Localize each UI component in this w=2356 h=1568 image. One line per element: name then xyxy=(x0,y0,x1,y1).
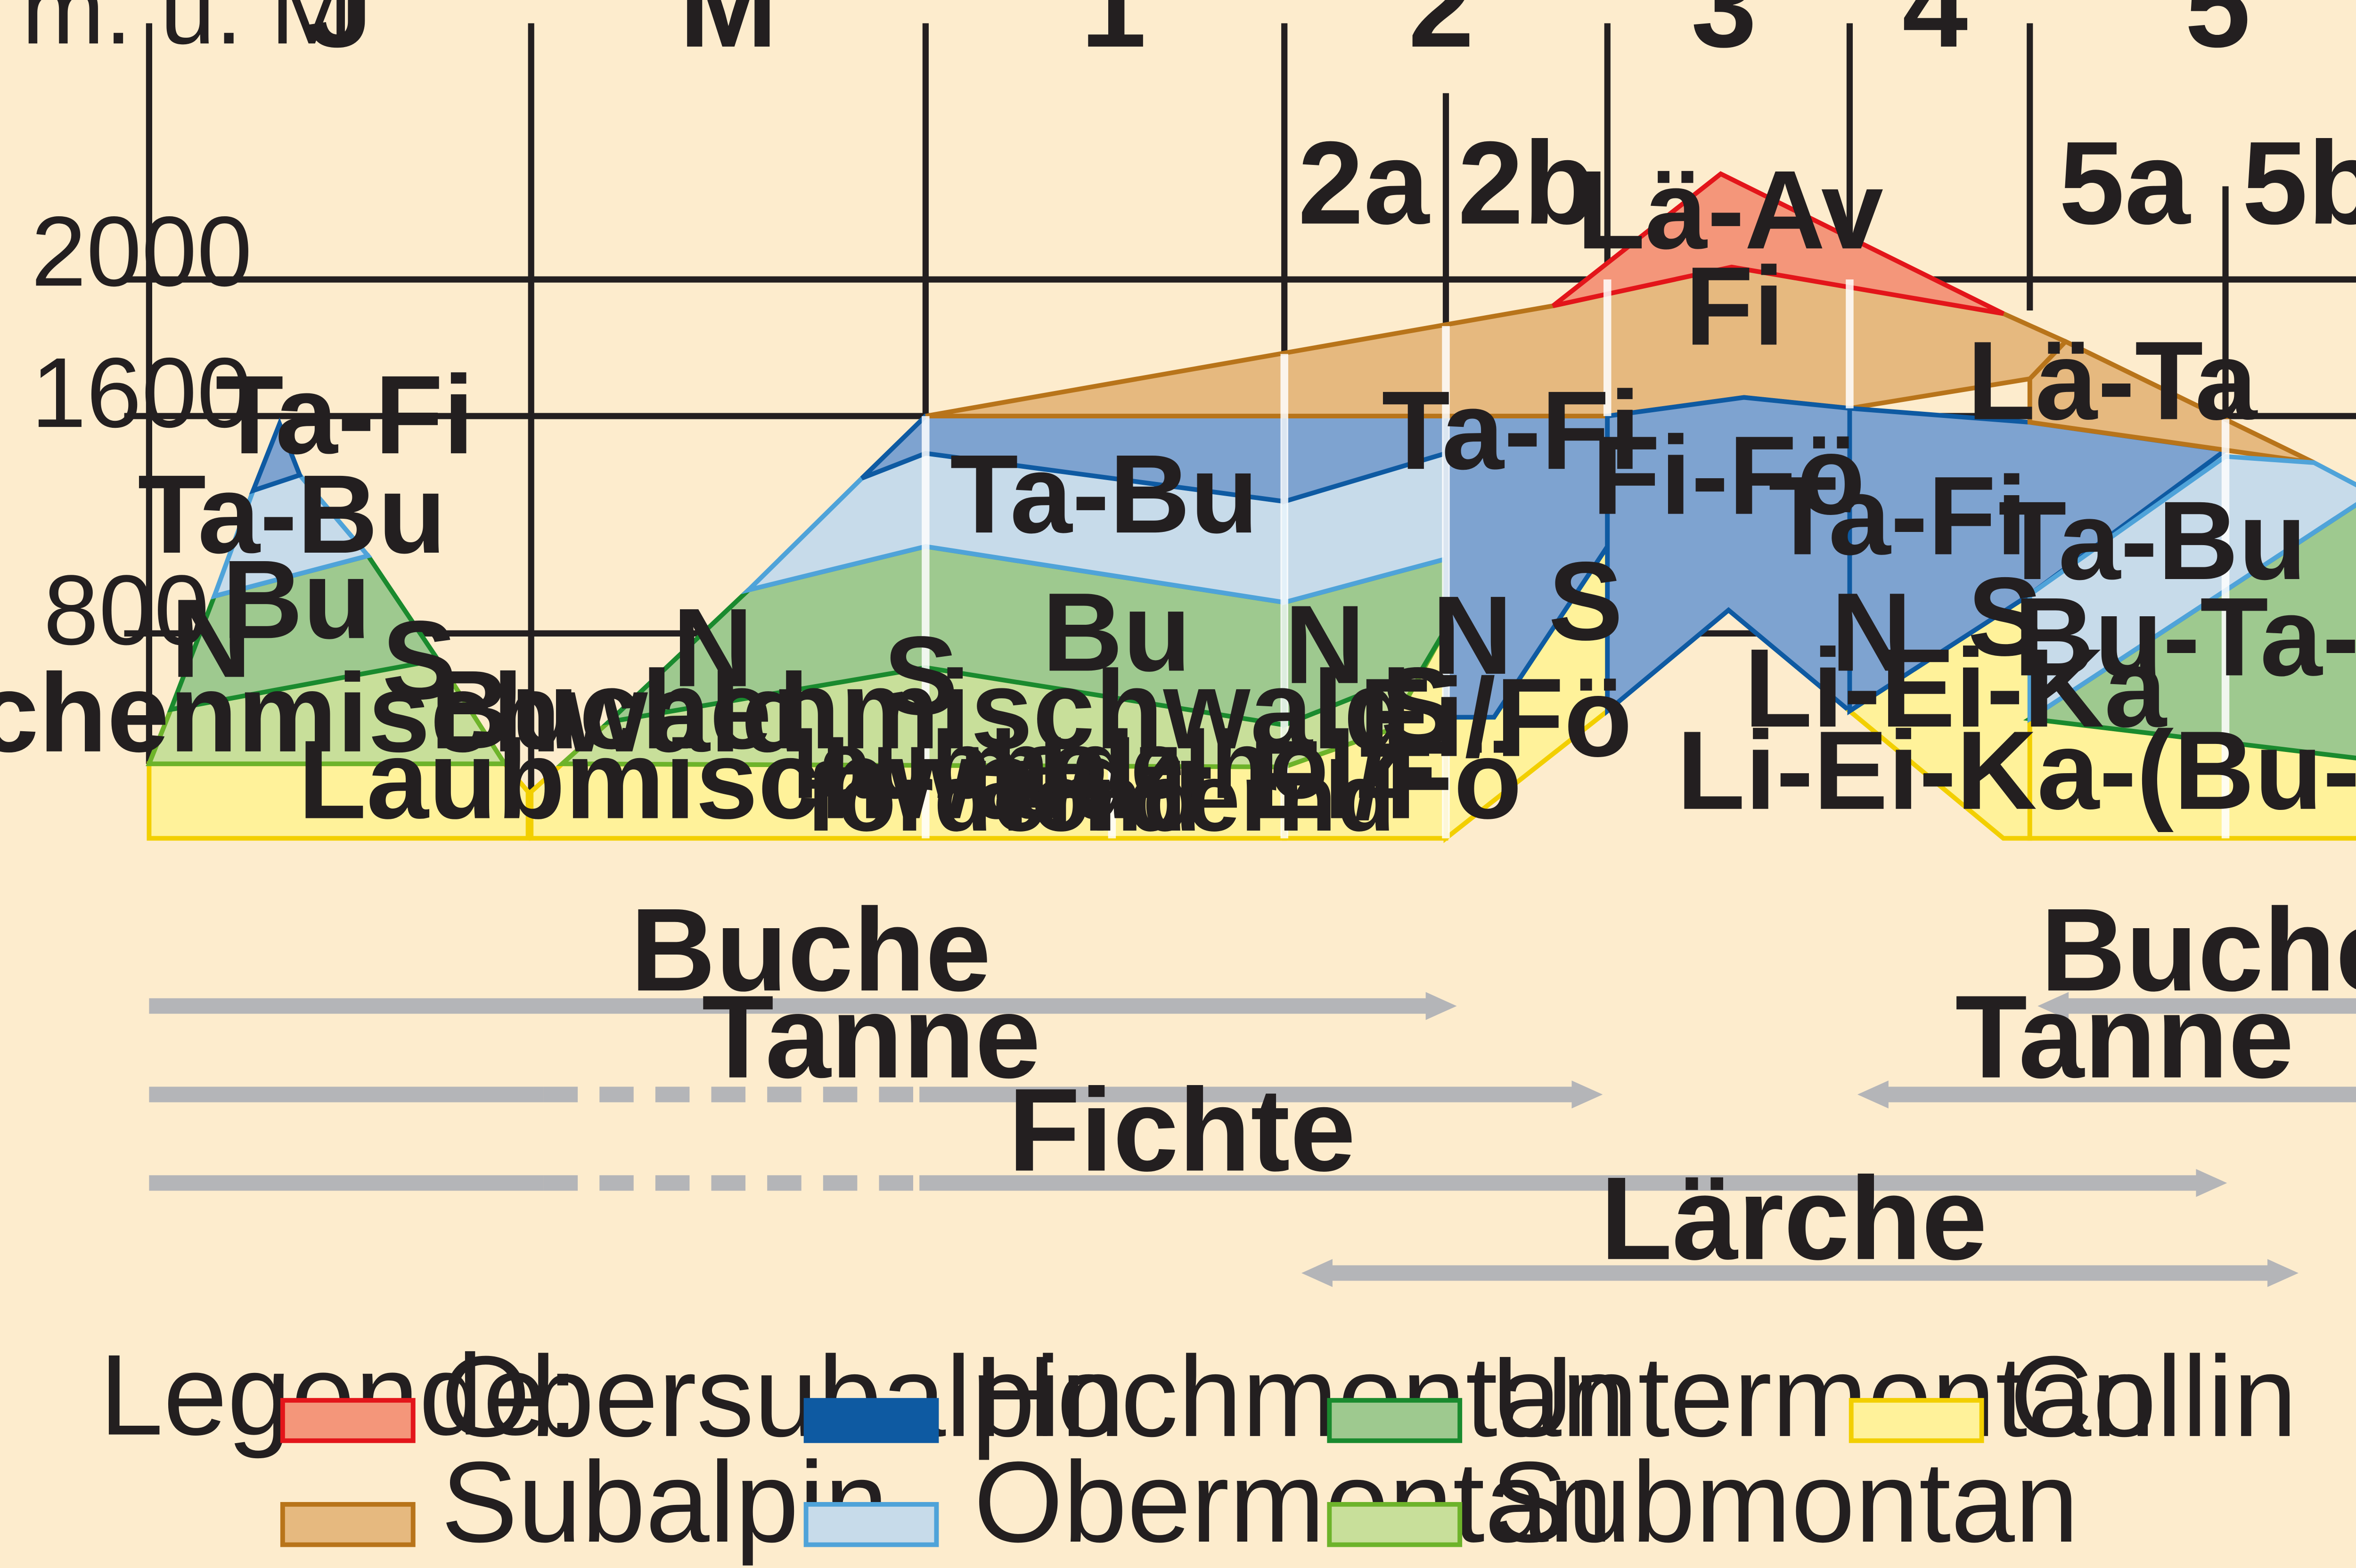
legend-label-submontan: Submontan xyxy=(1491,1437,2078,1566)
column-header-5: 5 xyxy=(2185,0,2250,72)
legend-label-obersubalpin: Obersubalpin xyxy=(441,1332,1125,1461)
label-ta-bu: Ta-Bu xyxy=(138,452,446,577)
column-header-m: M xyxy=(679,0,777,72)
label-fi-foe: Fi-Fö xyxy=(1592,413,1865,538)
label-ei-foe: Ei/Fö xyxy=(1359,655,1632,780)
label-s: S xyxy=(1968,555,2042,679)
column-header-2: 2 xyxy=(1408,0,1474,72)
obersubalpin-zone xyxy=(1551,171,2004,316)
label-fi: Fi xyxy=(1685,244,1784,369)
label-s: S xyxy=(382,598,457,723)
column-header-5a: 5a xyxy=(2059,117,2191,249)
axis-tick-800: 800 xyxy=(43,554,209,665)
legend-swatch-subalpin xyxy=(280,1502,416,1547)
section-4 xyxy=(1846,406,2232,841)
legend-label-collin: Collin xyxy=(2010,1332,2297,1461)
hochmontan-zone xyxy=(1847,406,2232,716)
section-5 xyxy=(2023,338,2356,841)
label-s: S xyxy=(884,613,958,738)
sub-column-separators xyxy=(922,279,2230,839)
legend-swatch-obermontan xyxy=(803,1502,939,1547)
range-label-tanne: Tanne xyxy=(1955,971,2294,1103)
label-n: N xyxy=(1284,582,1365,707)
label-s: S xyxy=(1381,645,1455,769)
column-header-2b: 2b xyxy=(1458,117,1595,249)
range-label-tanne: Tanne xyxy=(702,971,1041,1103)
legend-swatch-collin xyxy=(1849,1398,1984,1443)
column-header-j: J xyxy=(307,0,373,72)
label-foerdernd: fördernd xyxy=(999,744,1395,851)
label-buchenmischwald: Buchenmischwald xyxy=(430,647,1412,772)
label-nadelholz: nadelholz- xyxy=(959,711,1435,819)
label-ta-bu: Ta-Bu xyxy=(1998,478,2307,603)
range-label-buche: Buche xyxy=(2040,884,2356,1016)
section-j xyxy=(146,417,531,841)
column-header-3: 3 xyxy=(1691,0,1757,72)
range-label-laerche: Lärche xyxy=(1600,1152,1987,1284)
label-lae-ta: Lä-Ta xyxy=(1967,318,2258,443)
arrow-head-right xyxy=(2196,1169,2227,1197)
column-header-2a: 2a xyxy=(1298,117,1430,249)
label-ta-fi: Ta-Fi xyxy=(1382,368,1640,493)
zone-labels: Ta-Fi Ta-Bu Bu N S Buchenmischwald Ta-Bu… xyxy=(0,147,2356,851)
section-m-1 xyxy=(529,414,1287,841)
range-label-fichte: Fichte xyxy=(1008,1064,1356,1196)
label-n: N xyxy=(1432,573,1513,698)
axis-tick-1600: 1600 xyxy=(31,337,252,448)
label-ta-bu: Ta-Bu xyxy=(950,432,1259,556)
axis-tick-2000: 2000 xyxy=(31,196,252,307)
column-header-1: 1 xyxy=(1081,0,1146,72)
label-li-ei-ka-bu-ta-ilex: Li-Ei-Ka-(Bu-Ta-Ilex) xyxy=(1677,708,2356,833)
label-ta-fi: Ta-Fi xyxy=(215,352,474,477)
legend-swatch-hochmontan xyxy=(803,1398,939,1443)
arrow-head-right xyxy=(1571,1080,1603,1109)
label-n: N xyxy=(1831,570,1912,694)
label-laubmischwald: Laubmischwald xyxy=(298,718,1137,842)
label-bu: Bu xyxy=(222,537,371,662)
arrow-head-right xyxy=(1425,992,1457,1020)
label-bu: Bu xyxy=(1042,570,1191,694)
range-label-buche: Buche xyxy=(630,884,991,1016)
arrow-head-left xyxy=(2037,992,2069,1020)
label-bu-ta-ilex: Bu-Ta-Ilex xyxy=(2014,574,2356,699)
label-lae-av: Lä-Av xyxy=(1577,147,1883,272)
legend-label-hochmontan: Hochmontan xyxy=(974,1332,1626,1461)
label-foerdernd: fördernd xyxy=(805,744,1201,851)
label-n: N xyxy=(171,576,252,701)
label-s: S xyxy=(1548,539,1623,664)
obermontan-zone xyxy=(2027,454,2356,723)
legend-swatch-obersubalpin xyxy=(280,1398,416,1443)
y-axis: m. ü. M 2000 1600 800 xyxy=(22,0,353,665)
column-headers: J M 1 2 3 4 5 2a 2b 5a 5b xyxy=(307,0,2356,249)
species-ranges: Buche Buche Tanne Tanne Fichte Lärche xyxy=(149,884,2356,1287)
axis-unit-label: m. ü. M xyxy=(22,0,353,65)
column-header-5b: 5b xyxy=(2242,117,2356,249)
label-li-ei-ka: Li-Ei-Ka xyxy=(1744,626,2168,751)
arrow-head-right xyxy=(2267,1259,2299,1287)
arrow-head-left xyxy=(1301,1259,1333,1287)
label-buchenmischwald: Buchenmischwald xyxy=(0,651,809,776)
label-n: N xyxy=(672,585,753,710)
legend-swatch-submontan xyxy=(1327,1502,1463,1547)
column-header-4: 4 xyxy=(1902,0,1968,72)
label-ei-foe: Ei/Fö xyxy=(1249,718,1522,842)
arrow-head-left xyxy=(1857,1080,1889,1109)
label-laubholz: laubholz- xyxy=(792,711,1215,819)
legend-label-untermontan: Untermontan xyxy=(1491,1332,2155,1461)
legend-label-obermontan: Obermontan xyxy=(974,1437,1613,1566)
hochmontan-zone xyxy=(249,417,303,495)
label-ta-fi: Ta-Fi xyxy=(1768,453,2027,578)
legend: Legende: Obersubalpin Hochmontan Untermo… xyxy=(99,1331,2297,1566)
legend-swatch-untermontan xyxy=(1327,1398,1463,1443)
